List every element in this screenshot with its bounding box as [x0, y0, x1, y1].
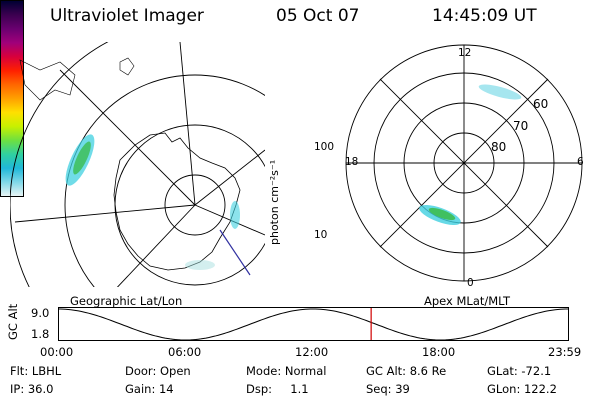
mlt-label-top: 12	[458, 47, 472, 59]
lat-circle	[164, 174, 226, 236]
apex-label: Apex MLat/MLT	[424, 294, 511, 308]
alt-ylabel: GC Alt	[6, 303, 20, 340]
xtick-2359: 23:59	[548, 345, 582, 359]
date-label: 05 Oct 07	[276, 6, 360, 26]
status-dsp: Dsp: 1.1	[246, 382, 309, 396]
xtick-1200: 12:00	[295, 345, 329, 359]
xtick-0600: 06:00	[168, 345, 202, 359]
lat-label-70: 70	[513, 119, 529, 133]
altitude-plot	[58, 307, 569, 341]
alt-ymax: 9.0	[31, 306, 50, 320]
aurora-emission	[185, 260, 215, 270]
colorbar	[0, 0, 24, 197]
altitude-curve	[58, 308, 568, 341]
alt-ymin: 1.8	[31, 327, 50, 341]
lat-label-80: 80	[491, 140, 507, 154]
coastline	[19, 59, 76, 101]
meridian	[59, 69, 196, 206]
status-ip: IP: 36.0	[10, 382, 54, 396]
status-filter: Flt: LBHL	[10, 364, 62, 378]
meridian	[14, 204, 196, 223]
xtick-0000: 00:00	[40, 345, 74, 359]
status-door: Door: Open	[125, 364, 191, 378]
xtick-1800: 18:00	[422, 345, 456, 359]
meridian	[194, 204, 265, 236]
meridian	[116, 204, 196, 287]
status-glon: GLon: 122.2	[487, 382, 557, 396]
status-gc-alt: GC Alt: 8.6 Re	[366, 364, 447, 378]
lat-circle	[64, 74, 265, 287]
coastline	[113, 132, 241, 271]
mlat-mlt-plot	[345, 44, 583, 282]
meridian	[179, 42, 196, 206]
mlt-label-right: 6	[577, 156, 584, 168]
aurora-emission	[73, 141, 91, 175]
status-gain: Gain: 14	[125, 382, 174, 396]
geographic-map	[10, 42, 265, 287]
status-mode: Mode: Normal	[246, 364, 327, 378]
mlt-label-left: 18	[345, 156, 359, 168]
aurora-emission	[428, 207, 456, 221]
mlt-label-bottom: 0	[467, 277, 474, 289]
lat-label-60: 60	[533, 97, 549, 111]
meridian	[194, 149, 265, 206]
colorbar-tick-100: 100	[314, 141, 335, 153]
status-seq: Seq: 39	[366, 382, 410, 396]
geographic-label: Geographic Lat/Lon	[70, 294, 183, 308]
colorbar-unit-label: photon cm⁻²s⁻¹	[268, 159, 281, 245]
status-glat: GLat: -72.1	[487, 364, 552, 378]
aurora-emission	[478, 84, 522, 100]
coastline	[119, 57, 135, 76]
satellite-track	[219, 229, 251, 276]
time-label: 14:45:09 UT	[432, 6, 537, 26]
colorbar-tick-10: 10	[314, 229, 328, 241]
app-title: Ultraviolet Imager	[50, 6, 204, 26]
aurora-emission	[230, 201, 240, 229]
